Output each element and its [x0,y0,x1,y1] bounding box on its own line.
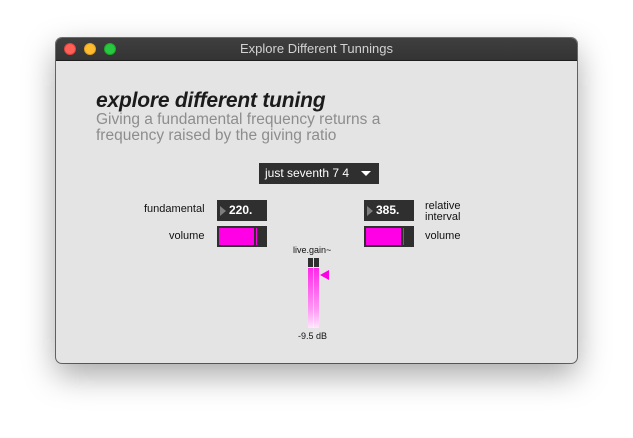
fundamental-number-box[interactable]: 220. [217,200,267,221]
triangle-right-icon [220,206,226,216]
gain-slider[interactable] [308,258,320,328]
interval-value: 385. [376,203,400,217]
interval-volume-slider[interactable] [364,226,414,247]
interval-volume-knob[interactable] [401,228,404,245]
fundamental-volume-slider[interactable] [217,226,267,247]
tuning-menu-value: just seventh 7 4 [265,166,350,180]
patch-heading: explore different tuning [96,89,326,112]
chevron-down-icon [361,171,371,176]
close-window-button[interactable] [64,43,76,55]
app-window: Explore Different Tunnings explore diffe… [56,38,577,363]
fundamental-volume-fill [219,228,258,245]
gain-label: live.gain~ [293,245,332,255]
interval-label-line1: relative [425,200,461,212]
gain-meter-right [314,258,319,267]
window-title: Explore Different Tunnings [240,41,393,56]
fundamental-label: fundamental [144,203,205,215]
minimize-window-button[interactable] [84,43,96,55]
interval-label-line2: interval [425,211,461,223]
gain-meter-left [308,258,313,267]
fundamental-value: 220. [229,203,253,217]
fundamental-volume-knob[interactable] [254,228,257,245]
interval-number-box[interactable]: 385. [364,200,414,221]
gain-fill [308,268,319,328]
zoom-window-button[interactable] [104,43,116,55]
triangle-right-icon [367,206,373,216]
interval-volume-fill [366,228,405,245]
gain-readout: -9.5 dB [298,331,328,341]
patch-description: Giving a fundamental frequency returns a… [96,111,381,144]
interval-volume-label: volume [425,230,461,242]
title-bar[interactable]: Explore Different Tunnings [56,38,577,61]
triangle-left-icon[interactable] [320,270,329,280]
fundamental-volume-label: volume [169,230,205,242]
tuning-menu[interactable]: just seventh 7 4 [259,163,379,184]
